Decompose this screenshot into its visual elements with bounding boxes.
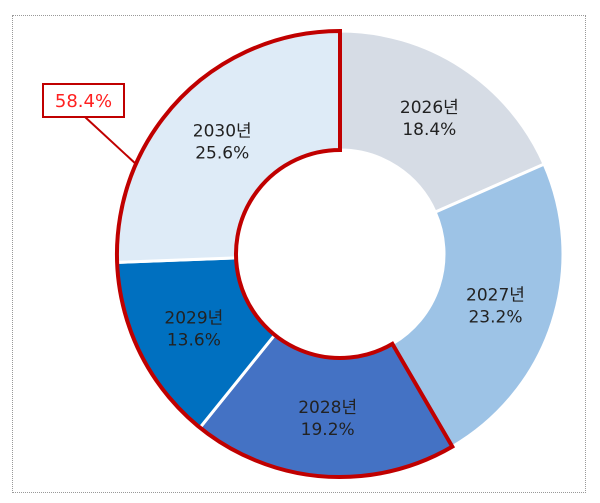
slice-category-label: 2027년 — [466, 286, 525, 306]
slice-value-label: 25.6% — [195, 144, 249, 164]
slice-category-label: 2026년 — [400, 98, 459, 118]
slice-value-label: 18.4% — [402, 120, 456, 140]
slice-value-label: 23.2% — [468, 308, 522, 328]
slice-category-label: 2030년 — [193, 122, 252, 142]
callout-total-label: 58.4% — [55, 91, 112, 112]
callout-box — [42, 83, 125, 118]
callout-leader-line — [84, 116, 138, 166]
slice-value-label: 19.2% — [301, 420, 355, 440]
chart-frame — [12, 15, 586, 493]
slice-2027 — [390, 162, 565, 449]
slice-category-label: 2029년 — [164, 308, 223, 328]
slice-value-label: 13.6% — [167, 330, 221, 350]
slice-2026 — [338, 29, 547, 215]
highlight-outline — [115, 28, 456, 479]
slice-category-label: 2028년 — [298, 398, 357, 418]
